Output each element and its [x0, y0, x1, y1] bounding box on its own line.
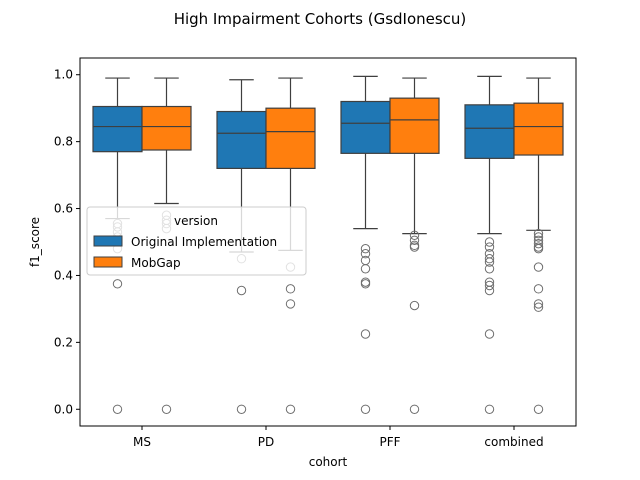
outlier-point [285, 404, 296, 414]
outlier-point [285, 299, 296, 309]
outlier-point [533, 284, 544, 294]
outlier-point [360, 249, 371, 259]
outlier-point [409, 235, 420, 246]
outlier-point [484, 254, 495, 264]
iqr-box [92, 105, 143, 153]
outlier-point [533, 238, 544, 249]
outlier-point [409, 300, 420, 311]
iqr-box [216, 110, 267, 170]
box-original-implementation-pff [340, 75, 391, 414]
outlier-point [112, 279, 123, 289]
legend-title: version [174, 214, 218, 228]
legend: version Original Implementation MobGap [86, 206, 307, 276]
legend-label-original-implementation: Original Implementation [131, 235, 277, 249]
outlier-point [409, 242, 420, 252]
legend-frame [86, 206, 307, 276]
outlier-point [484, 329, 495, 339]
y-tick-label: 0.8 [54, 135, 73, 149]
outlier-point [533, 262, 544, 272]
outlier-point [409, 230, 420, 241]
chart-title: High Impairment Cohorts (GsdIonescu) [174, 10, 467, 28]
y-tick-label: 1.0 [54, 68, 73, 82]
outlier-point [484, 242, 495, 252]
outlier-point [236, 404, 247, 414]
outlier-point [484, 280, 495, 291]
box-mobgap-pff [389, 77, 440, 414]
iqr-box [265, 107, 316, 169]
outlier-point [360, 279, 371, 289]
legend-swatch-original-implementation [93, 235, 123, 247]
legend-label-mobgap: MobGap [131, 256, 181, 270]
outlier-point [484, 237, 495, 247]
outlier-point [484, 264, 495, 274]
outlier-point [484, 257, 495, 267]
outlier-point [360, 264, 371, 274]
x-tick-label: MS [133, 435, 151, 449]
iqr-box [340, 100, 391, 154]
outlier-point [533, 228, 544, 239]
outlier-point [360, 329, 371, 339]
legend-swatch-mobgap [93, 256, 123, 268]
y-tick-label: 0.6 [54, 202, 73, 216]
iqr-box [513, 102, 564, 156]
outlier-point [533, 302, 544, 312]
outlier-point [360, 243, 371, 254]
x-tick-label: combined [484, 435, 543, 449]
outlier-point [285, 284, 296, 294]
y-axis: 0.0 0.2 0.4 0.6 0.8 1.0 [54, 68, 80, 416]
outlier-point [533, 232, 544, 242]
x-axis: MS PD PFF combined [133, 426, 544, 449]
y-tick-label: 0.0 [54, 402, 73, 416]
x-tick-label: PFF [379, 435, 400, 449]
box-mobgap-combined [513, 77, 564, 414]
iqr-box [141, 105, 192, 151]
boxes-layer [92, 75, 564, 414]
y-tick-label: 0.2 [54, 335, 73, 349]
iqr-box [464, 104, 515, 159]
outlier-point [236, 285, 247, 296]
outlier-point [484, 285, 495, 296]
outlier-point [112, 404, 123, 414]
axes-frame [79, 57, 577, 427]
outlier-point [409, 404, 420, 414]
outlier-point [484, 404, 495, 414]
x-axis-label: cohort [309, 455, 348, 469]
outlier-point [360, 404, 371, 414]
plot-area [79, 57, 577, 427]
y-tick-label: 0.4 [54, 268, 73, 282]
outlier-point [533, 404, 544, 414]
box-original-implementation-combined [464, 75, 515, 414]
x-tick-label: PD [258, 435, 274, 449]
iqr-box [389, 97, 440, 154]
outlier-point [533, 299, 544, 309]
outlier-point [161, 404, 172, 414]
outlier-point [533, 243, 544, 254]
y-axis-label: f1_score [28, 217, 42, 267]
